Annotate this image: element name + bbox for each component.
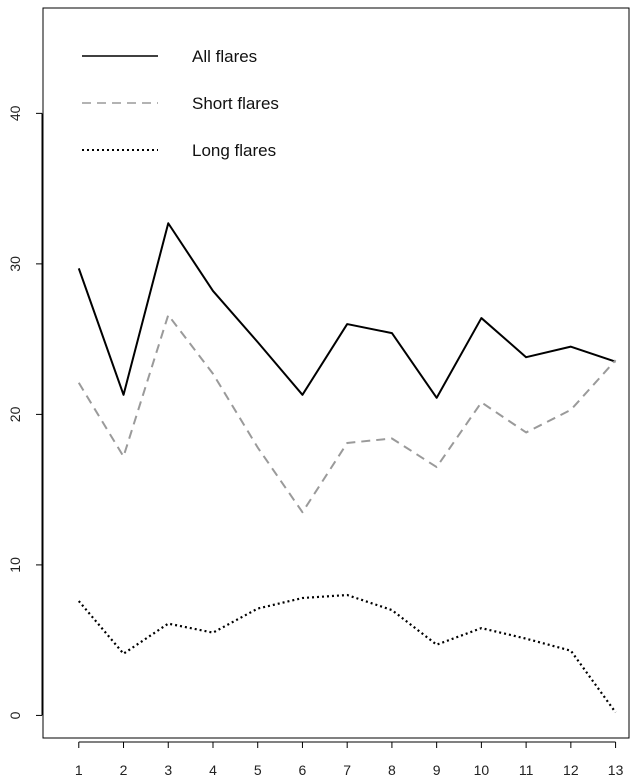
y-tick-label: 10	[7, 557, 23, 573]
y-tick-label: 40	[7, 105, 23, 121]
y-tick-label: 0	[7, 711, 23, 719]
series-layer	[77, 222, 617, 714]
legend-label-all-flares: All flares	[192, 47, 257, 66]
x-tick-label: 5	[254, 762, 262, 778]
series-line-all-flares	[77, 222, 616, 399]
plot-frame	[42, 7, 630, 739]
x-tick-label: 8	[388, 762, 396, 778]
legend: All flares Short flares Long flares	[82, 47, 279, 160]
x-tick-label: 6	[299, 762, 307, 778]
series-line-short-flares	[77, 314, 617, 514]
x-tick-label: 10	[474, 762, 490, 778]
x-tick-label: 7	[343, 762, 351, 778]
y-tick-label: 20	[7, 406, 23, 422]
x-axis: 1 2 3 4 5 6 7 8 9 10 11 12 13	[75, 741, 624, 778]
legend-label-short-flares: Short flares	[192, 94, 279, 113]
x-tick-label: 13	[608, 762, 624, 778]
x-tick-label: 12	[563, 762, 579, 778]
x-tick-label: 11	[519, 762, 534, 778]
y-axis: 0 10 20 30 40	[7, 105, 43, 719]
x-tick-label: 2	[120, 762, 128, 778]
x-tick-label: 3	[164, 762, 172, 778]
x-tick-label: 4	[209, 762, 217, 778]
series-line-long-flares	[77, 593, 617, 714]
legend-label-long-flares: Long flares	[192, 141, 276, 160]
x-tick-label: 9	[433, 762, 441, 778]
y-tick-label: 30	[7, 256, 23, 272]
x-tick-label: 1	[75, 762, 83, 778]
